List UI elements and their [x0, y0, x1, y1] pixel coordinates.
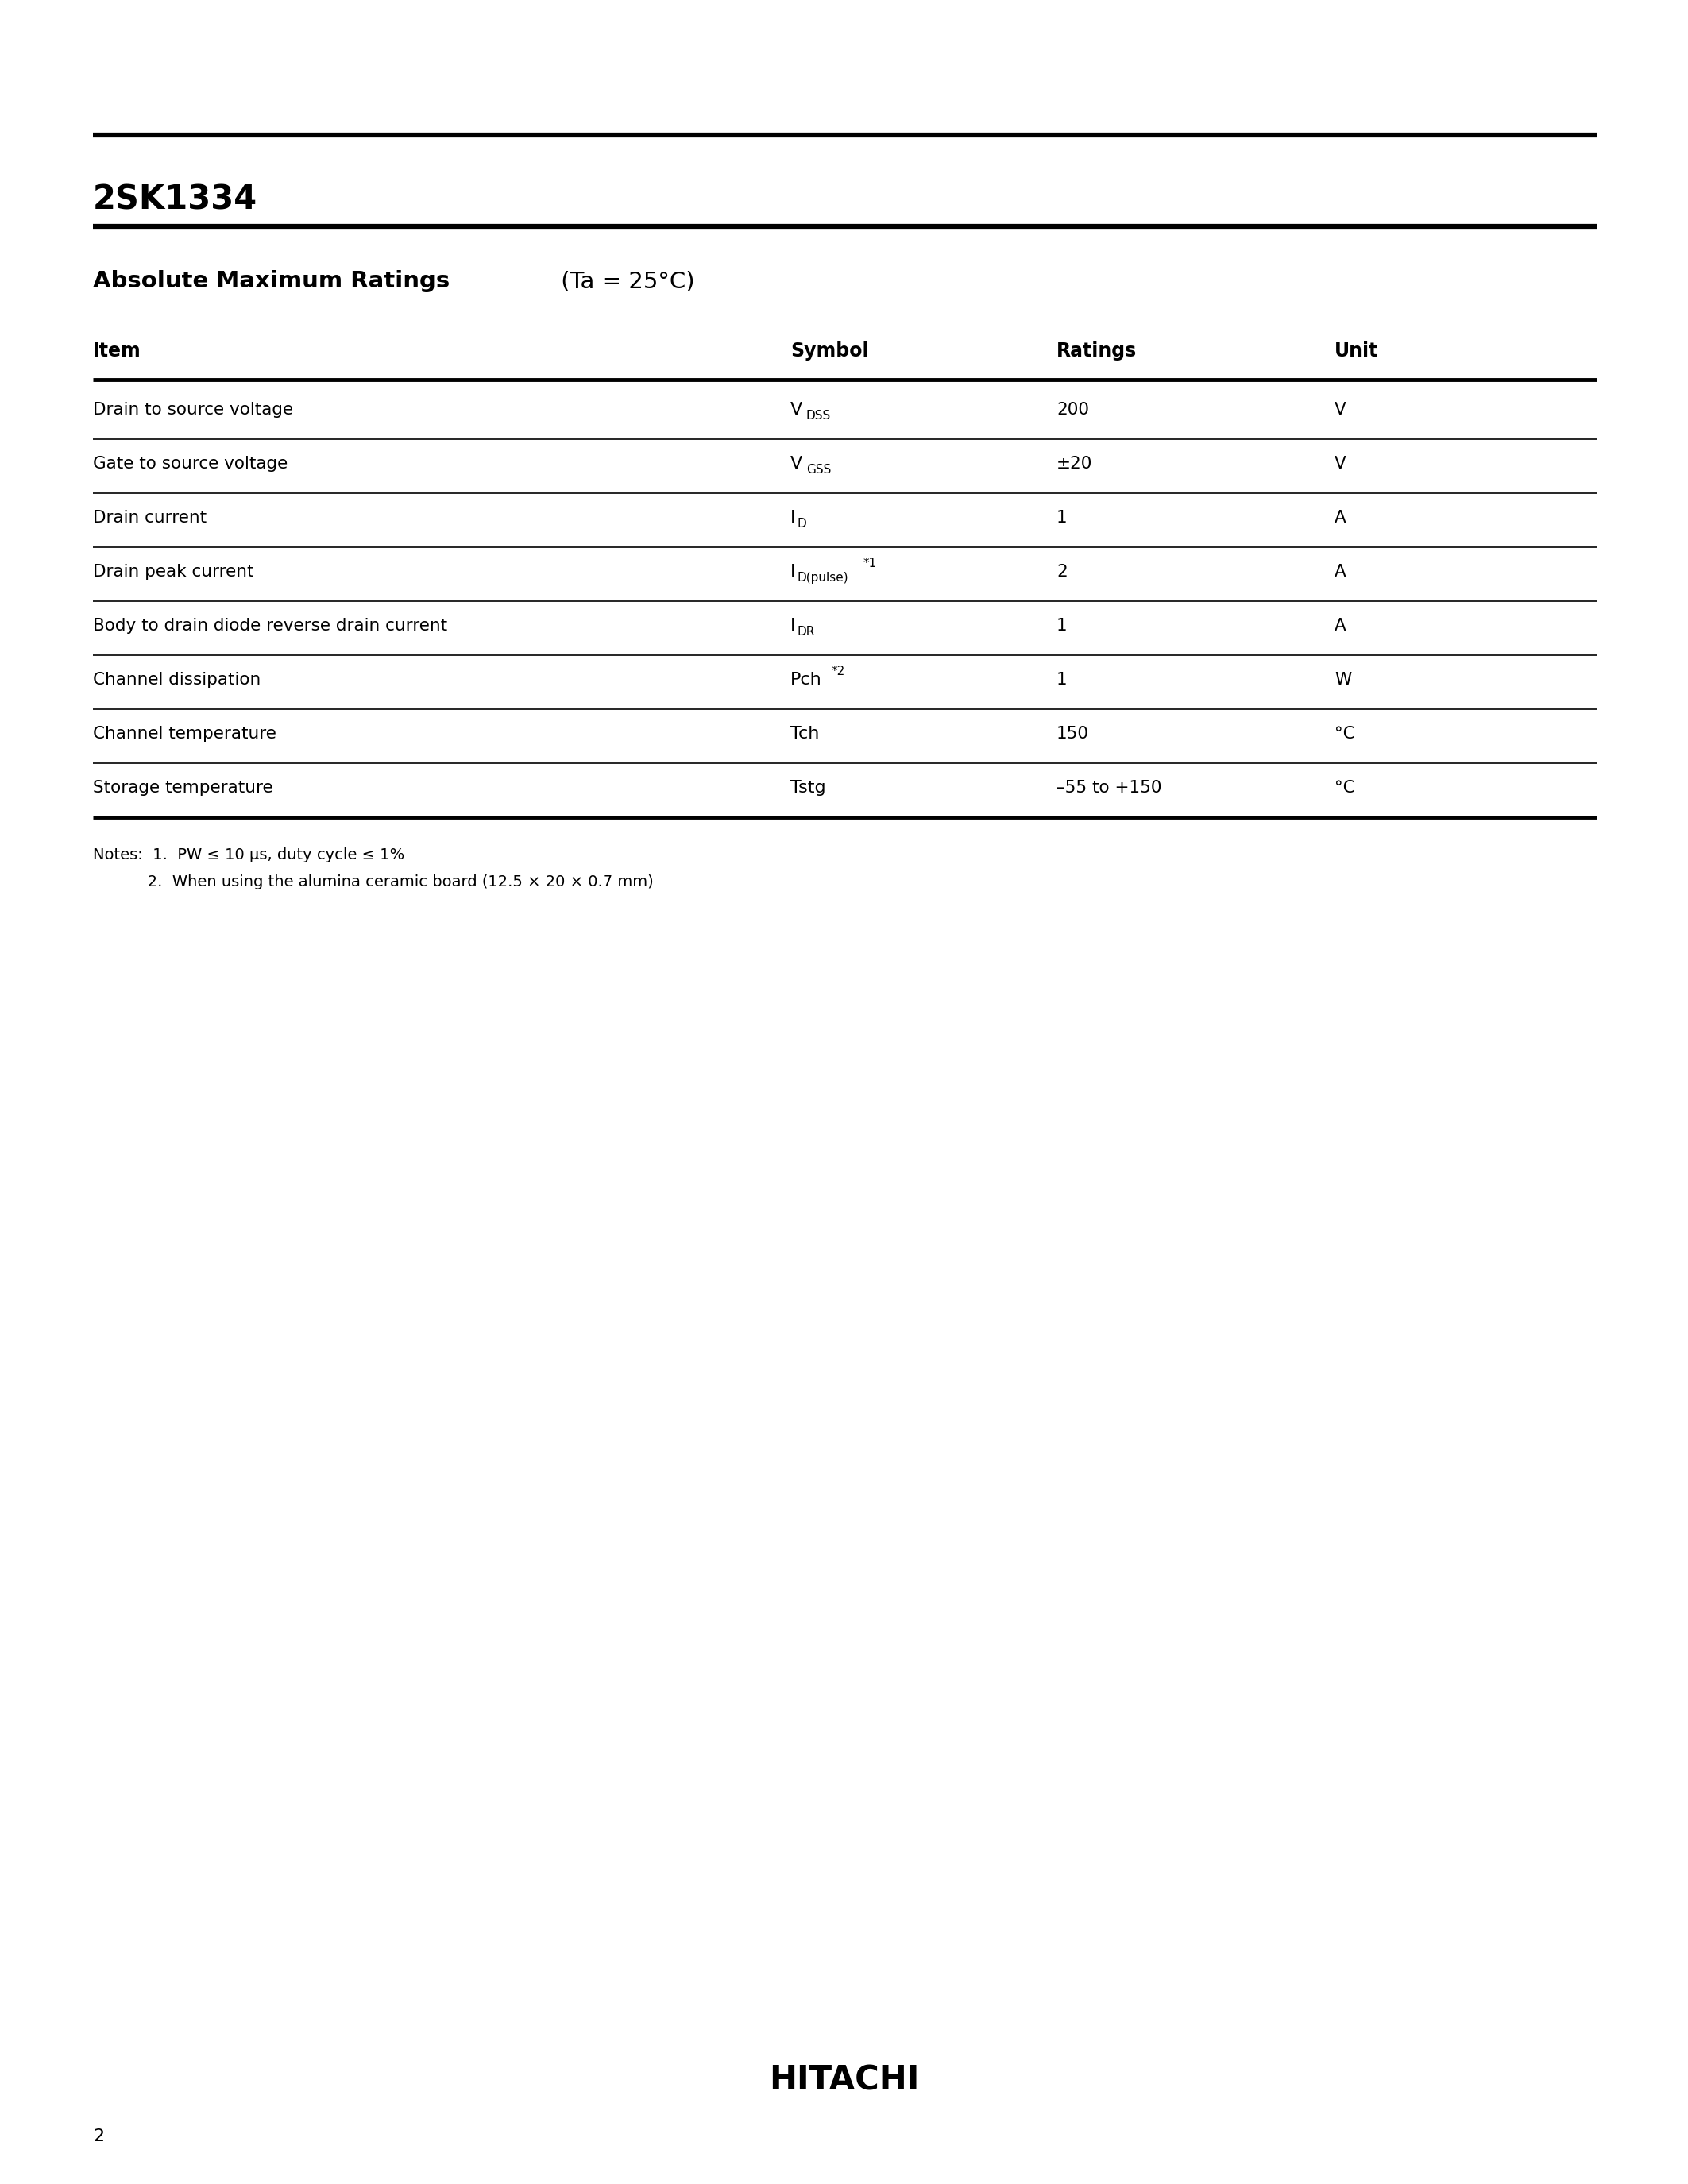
Text: Symbol: Symbol — [790, 341, 869, 360]
Text: *1: *1 — [863, 557, 878, 570]
Text: V: V — [790, 402, 802, 417]
Text: A: A — [1335, 563, 1347, 579]
Text: Body to drain diode reverse drain current: Body to drain diode reverse drain curren… — [93, 618, 447, 633]
Text: 150: 150 — [1057, 725, 1089, 740]
Text: 1: 1 — [1057, 509, 1067, 526]
Text: 200: 200 — [1057, 402, 1089, 417]
Text: DSS: DSS — [805, 411, 830, 422]
Text: I: I — [790, 618, 795, 633]
Text: Drain peak current: Drain peak current — [93, 563, 253, 579]
Text: D: D — [797, 518, 807, 531]
Text: Unit: Unit — [1335, 341, 1379, 360]
Text: Storage temperature: Storage temperature — [93, 780, 273, 795]
Text: 2: 2 — [93, 2129, 105, 2145]
Text: 2SK1334: 2SK1334 — [93, 183, 258, 216]
Text: Gate to source voltage: Gate to source voltage — [93, 456, 287, 472]
Text: Ratings: Ratings — [1057, 341, 1138, 360]
Text: I: I — [790, 563, 795, 579]
Text: Drain to source voltage: Drain to source voltage — [93, 402, 294, 417]
Text: V: V — [1335, 456, 1347, 472]
Text: Channel temperature: Channel temperature — [93, 725, 277, 740]
Text: GSS: GSS — [805, 463, 830, 476]
Text: (Ta = 25°C): (Ta = 25°C) — [554, 271, 694, 293]
Text: °C: °C — [1335, 725, 1355, 740]
Text: HITACHI: HITACHI — [768, 2064, 920, 2097]
Text: –55 to +150: –55 to +150 — [1057, 780, 1161, 795]
Text: 2: 2 — [1057, 563, 1067, 579]
Text: 1: 1 — [1057, 670, 1067, 688]
Text: 1: 1 — [1057, 618, 1067, 633]
Text: Absolute Maximum Ratings: Absolute Maximum Ratings — [93, 271, 449, 293]
Text: *2: *2 — [830, 666, 844, 677]
Text: ±20: ±20 — [1057, 456, 1092, 472]
Text: A: A — [1335, 618, 1347, 633]
Text: V: V — [1335, 402, 1347, 417]
Text: A: A — [1335, 509, 1347, 526]
Text: Tch: Tch — [790, 725, 819, 740]
Text: Tstg: Tstg — [790, 780, 825, 795]
Text: Notes:  1.  PW ≤ 10 μs, duty cycle ≤ 1%: Notes: 1. PW ≤ 10 μs, duty cycle ≤ 1% — [93, 847, 405, 863]
Text: DR: DR — [797, 627, 815, 638]
Text: Item: Item — [93, 341, 142, 360]
Text: Pch: Pch — [790, 670, 822, 688]
Text: W: W — [1335, 670, 1352, 688]
Text: 2.  When using the alumina ceramic board (12.5 × 20 × 0.7 mm): 2. When using the alumina ceramic board … — [93, 874, 653, 889]
Text: °C: °C — [1335, 780, 1355, 795]
Text: V: V — [790, 456, 802, 472]
Text: Channel dissipation: Channel dissipation — [93, 670, 260, 688]
Text: Drain current: Drain current — [93, 509, 206, 526]
Text: D(pulse): D(pulse) — [797, 572, 849, 583]
Text: I: I — [790, 509, 795, 526]
